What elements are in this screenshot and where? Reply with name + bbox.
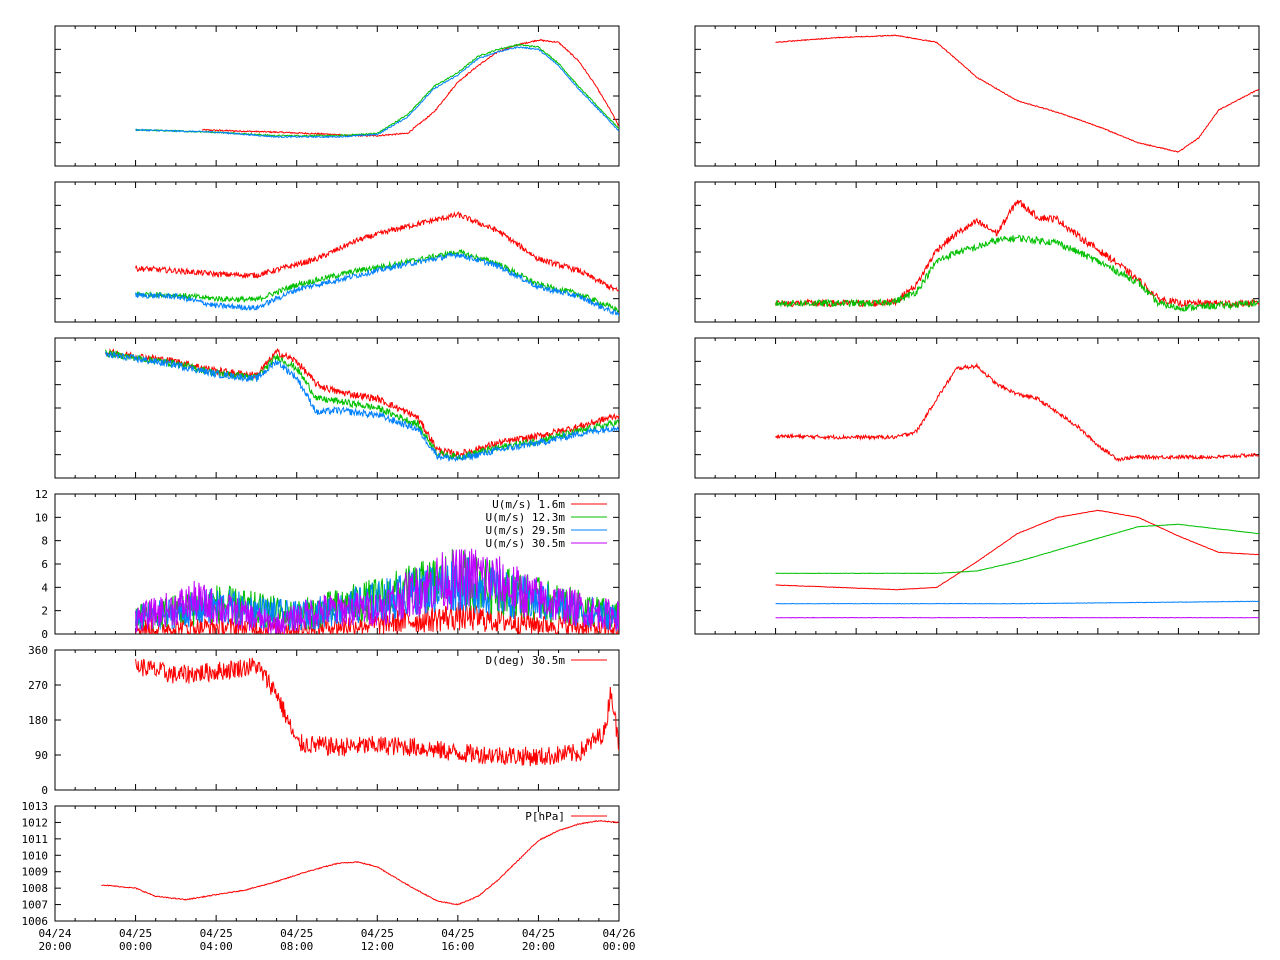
plot-frame (54, 181, 620, 323)
series-2-line (775, 523, 1259, 575)
series-2-line (135, 248, 619, 314)
series-1-line (201, 38, 619, 138)
x-tick-time: 00:00 (119, 940, 152, 953)
y-tick-label: 6 (41, 558, 48, 571)
x-tick-time: 00:00 (602, 940, 635, 953)
panel-right-4 (694, 493, 1260, 635)
series-4-line (775, 616, 1259, 619)
x-tick-time: 08:00 (280, 940, 313, 953)
y-tick-label: 10 (35, 511, 48, 524)
x-tick-time: 12:00 (361, 940, 394, 953)
legend-label: U(m/s) 1.6m (492, 498, 565, 511)
panel-left-5: 0 90 180 270 360 D(deg) 30.5m (28, 644, 620, 797)
legend-label: P[hPa] (525, 810, 565, 823)
legend-label: D(deg) 30.5m (486, 654, 566, 667)
series-4-line (135, 548, 619, 634)
x-tick-date: 04/25 (200, 927, 233, 940)
panel-left-2 (54, 181, 620, 323)
y-tick-label: 12 (35, 488, 48, 501)
x-tick-time: 20:00 (38, 940, 71, 953)
series-1-line (775, 34, 1259, 153)
y-tick-label: 1006 (22, 915, 49, 928)
x-tick-time: 16:00 (441, 940, 474, 953)
series-3-line (104, 351, 619, 463)
y-tick-label: 1013 (22, 800, 49, 813)
x-tick-date: 04/26 (602, 927, 635, 940)
legend-label: U(m/s) 29.5m (486, 524, 566, 537)
y-tick-label: 0 (41, 628, 48, 641)
y-tick-label: 2 (41, 605, 48, 618)
x-tick-date: 04/24 (38, 927, 71, 940)
plot-frame (694, 493, 1260, 635)
series-1-line (135, 210, 619, 292)
x-tick-date: 04/25 (522, 927, 555, 940)
panel-right-3 (694, 337, 1260, 479)
plot-frame (694, 25, 1260, 167)
y-tick-label: 90 (35, 749, 48, 762)
y-tick-label: 1008 (22, 882, 49, 895)
y-tick-label: 270 (28, 679, 48, 692)
panel-left-4: 0 2 4 6 8 10 12 U(m/s) 1.6mU(m/s) 12.3mU(m/s) 2… (35, 488, 620, 641)
series-1-line (775, 509, 1259, 591)
series-2-line (135, 43, 619, 138)
panel-right-2 (694, 181, 1260, 323)
panel-left-1 (54, 25, 620, 167)
panel-right-1 (694, 25, 1260, 167)
panel-left-3 (54, 337, 620, 479)
series-1-line (135, 657, 619, 767)
x-tick-date: 04/25 (441, 927, 474, 940)
y-tick-label: 1011 (22, 833, 49, 846)
x-tick-time: 20:00 (522, 940, 555, 953)
series-1-line (775, 199, 1259, 309)
series-3-line (135, 46, 619, 139)
time-axis: 04/2420:0004/2500:0004/2504:0004/2508:00… (38, 927, 635, 953)
y-tick-label: 4 (41, 581, 48, 594)
legend-label: U(m/s) 12.3m (486, 511, 566, 524)
series-1-line (101, 819, 619, 906)
x-tick-time: 04:00 (200, 940, 233, 953)
legend-label: U(m/s) 30.5m (486, 537, 566, 550)
y-tick-label: 0 (41, 784, 48, 797)
y-tick-label: 180 (28, 714, 48, 727)
series-3-line (135, 251, 619, 317)
plot-frame (694, 337, 1260, 479)
series-2-line (135, 549, 619, 630)
series-3-line (775, 600, 1259, 605)
x-tick-date: 04/25 (280, 927, 313, 940)
y-tick-label: 8 (41, 535, 48, 548)
y-tick-label: 1009 (22, 866, 49, 879)
series-1-line (775, 362, 1259, 463)
panel-left-6: 1006 1007 1008 1009 1010 1011 1012 1013 P[hPa] (22, 800, 620, 928)
y-tick-label: 1010 (22, 849, 49, 862)
x-tick-date: 04/25 (119, 927, 152, 940)
series-2-line (775, 234, 1259, 312)
x-tick-date: 04/25 (361, 927, 394, 940)
y-tick-label: 1007 (22, 899, 49, 912)
y-tick-label: 1012 (22, 816, 49, 829)
y-tick-label: 360 (28, 644, 48, 657)
